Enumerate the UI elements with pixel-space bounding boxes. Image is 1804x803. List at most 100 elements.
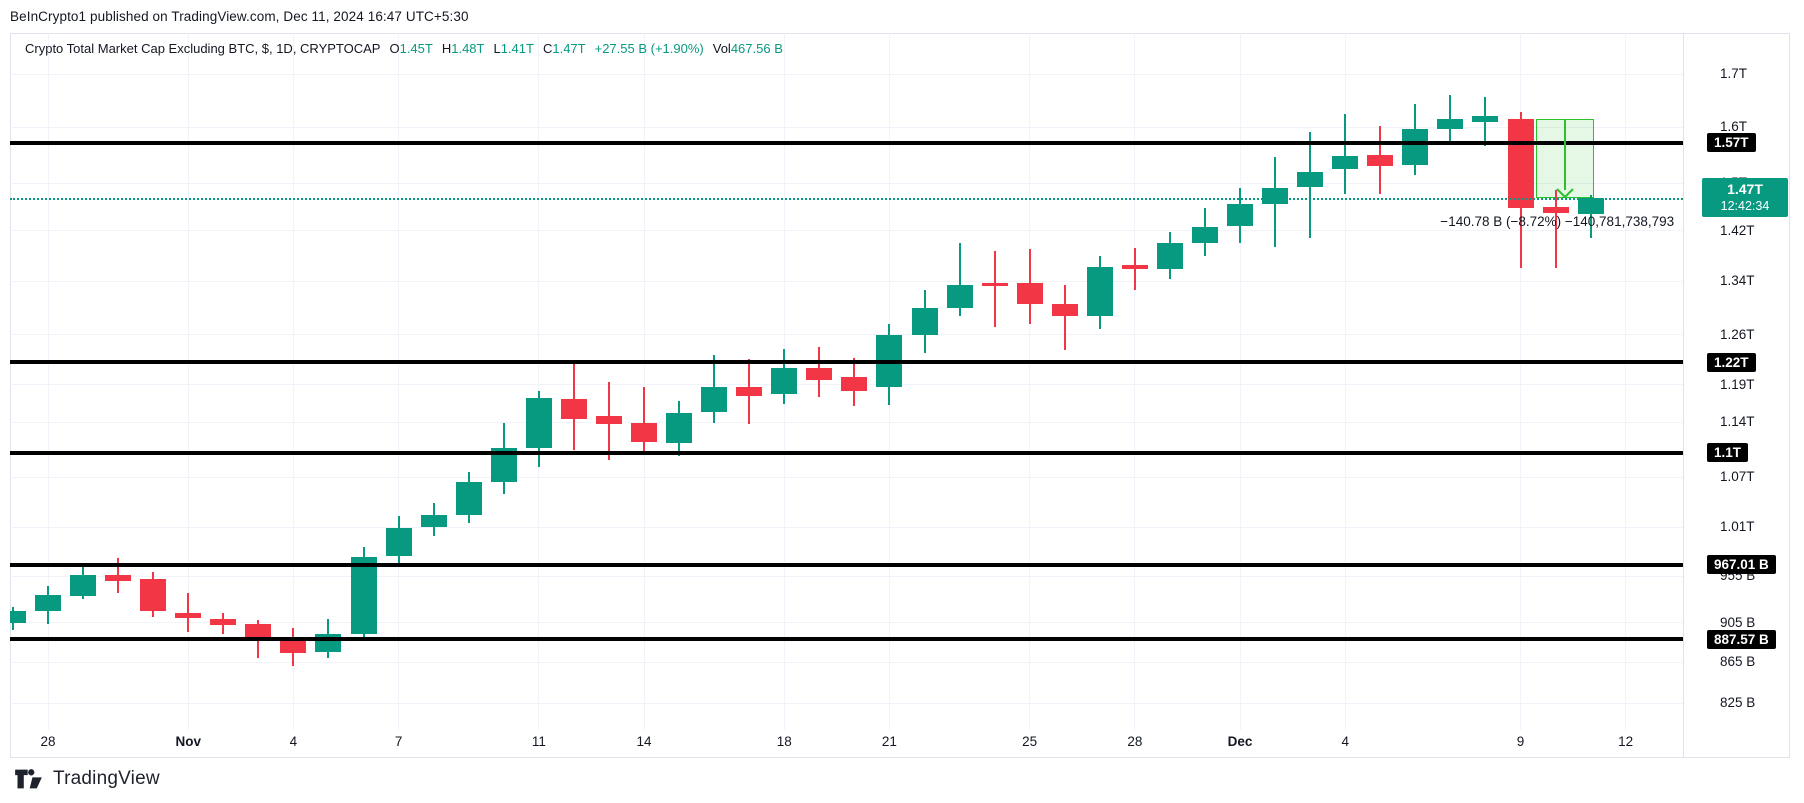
candle-nov-13 <box>595 415 622 424</box>
tradingview-brand-text: TradingView <box>53 768 160 789</box>
candle-oct-30 <box>105 575 132 581</box>
candle-nov-19 <box>806 367 833 381</box>
candle-nov-1 <box>175 613 202 619</box>
support-resistance-line[interactable] <box>10 141 1683 145</box>
time-gridline <box>538 33 539 730</box>
time-gridline <box>293 33 294 730</box>
candle-nov-29 <box>1156 243 1183 270</box>
candle-nov-16 <box>701 386 728 413</box>
time-axis-label: 28 <box>40 734 56 749</box>
time-axis-label: Dec <box>1227 734 1253 749</box>
current-price-line <box>10 198 1683 200</box>
support-resistance-line[interactable] <box>10 451 1683 455</box>
time-gridline <box>1345 33 1346 730</box>
symbol-title: Crypto Total Market Cap Excluding BTC, $… <box>25 41 381 56</box>
candle-nov-7 <box>385 528 412 557</box>
time-gridline <box>1134 33 1135 730</box>
time-gridline <box>48 33 49 730</box>
time-axis-label: 25 <box>1022 734 1038 749</box>
measure-arrowhead-icon <box>1556 188 1574 199</box>
price-line-badge: 1.22T <box>1707 352 1756 372</box>
price-line-badge: 1.57T <box>1707 133 1756 153</box>
time-gridline <box>1029 33 1030 730</box>
measure-label: −140.78 B (−8.72%) −140,781,738,793 <box>1440 214 1675 230</box>
candle-dec-4 <box>1332 156 1359 169</box>
time-axis-label: 18 <box>776 734 792 749</box>
candle-nov-30 <box>1191 226 1218 244</box>
candle-wick <box>1589 194 1592 239</box>
low-label: L <box>493 41 501 56</box>
candle-nov-25 <box>1016 283 1043 304</box>
price-axis[interactable]: 1.7T1.6T1.5T1.42T1.34T1.26T1.19T1.14T1.0… <box>1683 33 1790 758</box>
support-resistance-line[interactable] <box>10 360 1683 364</box>
price-line-badge: 1.1T <box>1707 443 1749 463</box>
support-resistance-line[interactable] <box>10 563 1683 567</box>
price-axis-label: 1.6T <box>1720 119 1748 134</box>
symbol-legend[interactable]: Crypto Total Market Cap Excluding BTC, $… <box>25 41 783 56</box>
candle-nov-18 <box>771 367 798 395</box>
candle-nov-23 <box>946 284 973 308</box>
time-axis-label: 9 <box>1516 734 1525 749</box>
price-gridline <box>10 622 1683 623</box>
tradingview-footer[interactable]: TradingView <box>14 766 160 792</box>
plot-area[interactable]: −140.78 B (−8.72%) −140,781,738,793 <box>10 33 1683 730</box>
close-label: C <box>542 41 553 56</box>
time-gridline <box>398 33 399 730</box>
tradingview-logo-icon <box>15 769 42 789</box>
time-gridline <box>1625 33 1626 730</box>
candle-dec-3 <box>1297 171 1324 187</box>
candle-dec-1 <box>1227 203 1254 226</box>
time-axis-label: 28 <box>1127 734 1143 749</box>
candle-wick <box>958 243 961 317</box>
price-axis-label: 1.42T <box>1720 222 1755 238</box>
candle-nov-22 <box>911 308 938 335</box>
candle-wick <box>1449 94 1452 144</box>
time-axis-label: 4 <box>289 734 298 749</box>
open-value: 1.45T <box>399 41 433 56</box>
candle-wick <box>1063 284 1066 351</box>
candle-nov-20 <box>841 377 868 391</box>
high-value: 1.48T <box>451 41 485 56</box>
candle-nov-2 <box>210 619 237 625</box>
price-gridline <box>10 127 1683 128</box>
time-axis-label: Nov <box>175 734 201 749</box>
candle-wick <box>643 386 646 456</box>
price-gridline <box>10 230 1683 231</box>
price-axis-label: 1.7T <box>1720 66 1748 82</box>
time-axis-label: 11 <box>531 734 546 749</box>
time-gridline <box>188 33 189 730</box>
candle-oct-31 <box>140 578 167 612</box>
candle-oct-27 <box>10 610 26 623</box>
price-gridline <box>10 183 1683 184</box>
price-line-badge: 887.57 B <box>1707 629 1776 649</box>
price-axis-label: 905 B <box>1720 614 1756 630</box>
current-price-badge: 1.47T 12:42:34 <box>1702 178 1788 218</box>
candle-oct-28 <box>35 595 61 611</box>
candle-dec-10 <box>1542 207 1569 214</box>
price-line-badge: 967.01 B <box>1707 555 1776 575</box>
candle-nov-14 <box>631 422 658 443</box>
open-label: O <box>389 41 400 56</box>
time-gridline <box>1240 33 1241 730</box>
price-gridline <box>10 703 1683 704</box>
volume-label: Vol <box>712 41 731 56</box>
price-gridline <box>10 422 1683 423</box>
candle-nov-17 <box>736 386 763 396</box>
price-gridline <box>10 281 1683 282</box>
candle-wick <box>187 592 190 632</box>
candle-nov-8 <box>420 514 447 527</box>
candle-nov-3 <box>245 623 272 639</box>
time-axis-label: 21 <box>881 734 897 749</box>
candle-dec-7 <box>1437 119 1464 130</box>
candle-nov-6 <box>350 557 377 634</box>
high-label: H <box>441 41 452 56</box>
price-axis-label: 1.14T <box>1720 414 1755 430</box>
candle-dec-8 <box>1472 116 1499 122</box>
candle-nov-28 <box>1121 264 1148 270</box>
time-axis[interactable]: 28 Nov 4 7 11 14 18 21 25 28 Dec 4 9 12 <box>10 730 1790 758</box>
candle-dec-2 <box>1262 187 1289 205</box>
price-gridline <box>10 74 1683 75</box>
time-gridline <box>1520 33 1521 730</box>
candle-oct-29 <box>70 575 97 597</box>
support-resistance-line[interactable] <box>10 637 1683 641</box>
